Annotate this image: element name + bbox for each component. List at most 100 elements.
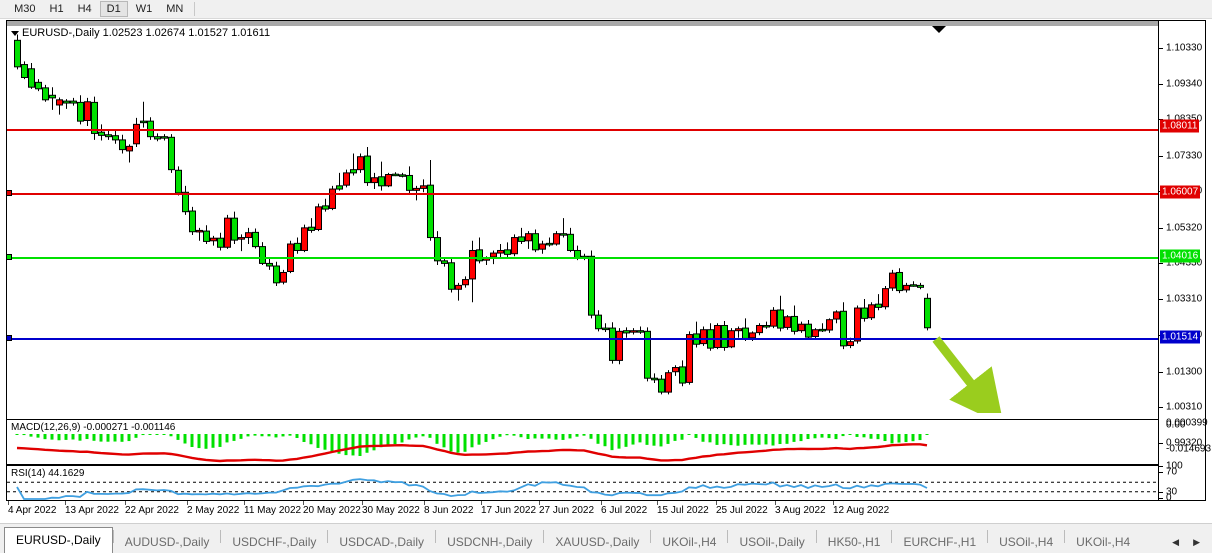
price-tick-label: 1.10330 xyxy=(1166,42,1203,54)
macd-histogram-bar xyxy=(771,434,775,446)
symbol-tab-eurusd-daily[interactable]: EURUSD-,Daily xyxy=(4,527,113,553)
date-tick xyxy=(657,501,658,505)
candle-body xyxy=(378,176,385,187)
macd-histogram-bar xyxy=(148,434,152,435)
timeframe-button-w1[interactable]: W1 xyxy=(135,3,153,15)
candle-body xyxy=(322,205,329,210)
macd-histogram-bar xyxy=(897,434,901,443)
price-level-badge[interactable]: 1.06007 xyxy=(1160,185,1201,199)
candle-body xyxy=(217,237,224,248)
date-tick xyxy=(125,501,126,505)
macd-histogram-bar xyxy=(876,434,880,440)
timeframe-button-m15[interactable]: 5 xyxy=(0,1,6,17)
macd-histogram-bar xyxy=(743,434,747,445)
level-line-support-green[interactable] xyxy=(7,254,1159,260)
macd-histogram-bar xyxy=(701,434,705,442)
candle-body xyxy=(231,217,238,241)
candle-body xyxy=(77,101,84,122)
candle-body xyxy=(756,324,763,334)
candlestick-series xyxy=(14,34,931,395)
symbol-tab-usdchf-daily[interactable]: USDCHF-,Daily xyxy=(232,535,317,549)
timeframe-button-h4[interactable]: H4 xyxy=(77,3,92,15)
rsi-axis-tick xyxy=(1159,492,1163,493)
macd-histogram-bar xyxy=(519,434,523,438)
macd-indicator-pane[interactable]: MACD(12,26,9) -0.000271 -0.001146 xyxy=(7,419,1159,465)
macd-histogram-bar xyxy=(554,434,558,440)
candle-body xyxy=(777,309,784,329)
tab-divider xyxy=(112,529,114,543)
symbol-tab-ukoil-h4[interactable]: UKOil-,H4 xyxy=(1076,535,1131,549)
chart-scroll-marker-icon[interactable] xyxy=(932,26,946,33)
chart-scroll-strip[interactable] xyxy=(7,21,1159,26)
macd-histogram-bar xyxy=(127,434,131,442)
price-axis[interactable]: 1.103301.093401.083501.073301.063401.053… xyxy=(1158,21,1211,504)
timeframe-button-h1[interactable]: H1 xyxy=(49,3,64,15)
macd-histogram-bar xyxy=(162,434,166,435)
price-level-badge[interactable]: 1.01514 xyxy=(1160,330,1201,344)
symbol-tab-usoil-daily[interactable]: USOil-,Daily xyxy=(739,535,805,549)
tab-divider xyxy=(891,529,893,543)
candle-body xyxy=(840,310,847,347)
macd-histogram-bar xyxy=(666,434,670,444)
symbol-tab-usdcad-daily[interactable]: USDCAD-,Daily xyxy=(339,535,425,549)
macd-histogram-bar xyxy=(533,434,537,439)
symbol-tab-usdcnh-daily[interactable]: USDCNH-,Daily xyxy=(447,535,533,549)
date-tick-label: 8 Jun 2022 xyxy=(424,505,474,516)
timeframe-button-m30[interactable]: M30 xyxy=(14,3,36,15)
symbol-tab-xauusd-daily[interactable]: XAUUSD-,Daily xyxy=(555,535,640,549)
symbol-tab-eurchf-h1[interactable]: EURCHF-,H1 xyxy=(903,535,977,549)
candle-body xyxy=(301,227,308,251)
candle-body xyxy=(917,284,924,288)
level-handle[interactable] xyxy=(7,254,12,260)
level-handle[interactable] xyxy=(7,335,12,341)
rsi-indicator-pane[interactable]: RSI(14) 44.1629 xyxy=(7,465,1159,500)
chart-collapse-caret-icon[interactable] xyxy=(11,30,19,36)
level-line-resistance-1[interactable] xyxy=(7,129,1159,131)
macd-histogram-bar xyxy=(841,434,845,437)
macd-histogram-bar xyxy=(50,434,54,440)
price-tick xyxy=(1159,407,1163,408)
candle-body xyxy=(896,271,903,292)
macd-histogram-bar xyxy=(813,434,817,439)
candle-body xyxy=(252,231,259,248)
rsi-axis-label: 70 xyxy=(1166,466,1178,478)
macd-histogram-bar xyxy=(911,434,915,442)
macd-histogram-bar xyxy=(596,434,600,444)
macd-axis-label: -0.014693 xyxy=(1166,443,1212,455)
price-level-badge[interactable]: 1.08011 xyxy=(1160,119,1200,133)
macd-histogram-bar xyxy=(575,434,579,437)
candle-body xyxy=(812,329,819,337)
tab-scroll-right-icon[interactable]: ▶ xyxy=(1193,537,1200,547)
macd-histogram-bar xyxy=(113,434,117,442)
candle-body xyxy=(154,136,161,140)
price-level-badge[interactable]: 1.04016 xyxy=(1160,249,1201,263)
tab-scroll-left-icon[interactable]: ◀ xyxy=(1172,537,1180,547)
timeframe-button-d1[interactable]: D1 xyxy=(99,1,128,17)
level-line-resistance-2[interactable] xyxy=(7,190,1159,196)
macd-label: MACD(12,26,9) -0.000271 -0.001146 xyxy=(11,422,176,433)
macd-histogram-bar xyxy=(393,434,397,445)
macd-histogram-bar xyxy=(561,434,565,440)
macd-histogram-bar xyxy=(708,434,712,443)
candle-body xyxy=(49,94,56,99)
symbol-tab-ukoil-h4[interactable]: UKOil-,H4 xyxy=(662,535,717,549)
candle-body xyxy=(280,271,287,283)
rsi-axis-label: 30 xyxy=(1166,486,1178,498)
macd-histogram-bar xyxy=(379,434,383,448)
level-line-support-blue[interactable] xyxy=(7,335,1159,341)
date-axis: 4 Apr 2022 13 Apr 2022 22 Apr 2022 2 May 20… xyxy=(6,501,1206,521)
symbol-tab-audusd-daily[interactable]: AUDUSD-,Daily xyxy=(124,535,210,549)
date-tick-label: 30 May 2022 xyxy=(362,505,420,516)
down-arrow-annotation-icon[interactable] xyxy=(932,333,1002,413)
timeframe-button-mn[interactable]: MN xyxy=(166,3,184,15)
symbol-tab-usoil-h4[interactable]: USOil-,H4 xyxy=(999,535,1054,549)
candle-body xyxy=(413,187,420,191)
macd-histogram-bar xyxy=(141,434,145,436)
macd-histogram-bar xyxy=(337,434,341,454)
price-chart-plot-area[interactable]: EURUSD-,Daily 1.02523 1.02674 1.01527 1.… xyxy=(7,21,1159,500)
macd-histogram-bar xyxy=(848,434,852,435)
macd-histogram-bar xyxy=(715,434,719,445)
symbol-tab-hk50-h1[interactable]: HK50-,H1 xyxy=(827,535,881,549)
level-handle[interactable] xyxy=(7,190,12,196)
macd-histogram-bar xyxy=(904,434,908,443)
